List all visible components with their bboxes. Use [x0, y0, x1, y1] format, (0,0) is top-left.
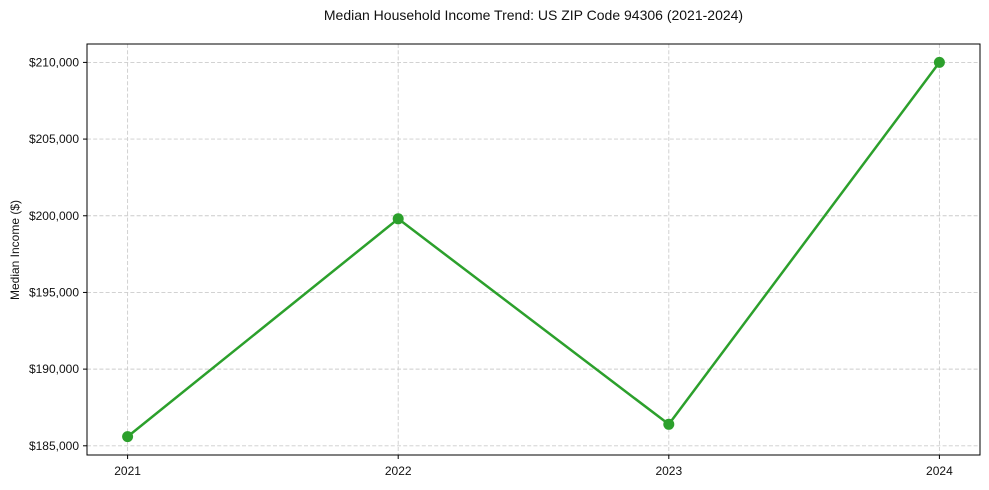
- data-point-2023: [663, 418, 675, 430]
- x-tick-label: 2022: [385, 464, 412, 478]
- data-point-2024: [933, 56, 945, 68]
- y-tick-label: $210,000: [29, 55, 79, 69]
- x-tick-label: 2024: [926, 464, 953, 478]
- y-tick-label: $200,000: [29, 209, 79, 223]
- y-tick-label: $190,000: [29, 362, 79, 376]
- chart-title: Median Household Income Trend: US ZIP Co…: [323, 7, 744, 23]
- income-trend-line: [126, 61, 941, 438]
- data-point-2022: [392, 213, 404, 225]
- data-point-2021: [122, 431, 134, 443]
- x-tick-label: 2023: [655, 464, 682, 478]
- plot-border: [86, 43, 981, 456]
- y-tick-label: $195,000: [29, 285, 79, 299]
- y-axis-label: Median Income ($): [8, 199, 22, 301]
- y-tick-label: $205,000: [29, 132, 79, 146]
- x-tick-label: 2021: [114, 464, 141, 478]
- y-tick-label: $185,000: [29, 439, 79, 453]
